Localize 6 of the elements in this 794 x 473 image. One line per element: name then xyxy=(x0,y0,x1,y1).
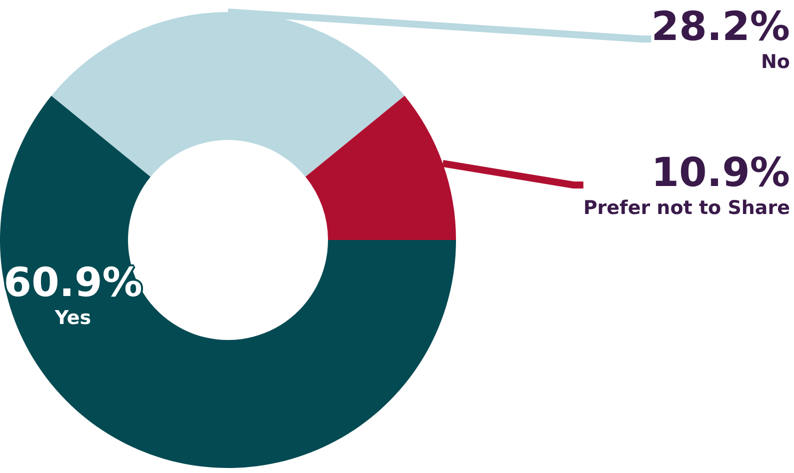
data-label: 10.9% xyxy=(651,150,790,196)
data-label: 60.9% xyxy=(4,260,142,306)
slice-label: Yes xyxy=(54,307,92,329)
slice-label: No xyxy=(761,50,790,73)
data-label: 28.2% xyxy=(651,4,790,50)
slice-label: Prefer not to Share xyxy=(583,196,790,219)
